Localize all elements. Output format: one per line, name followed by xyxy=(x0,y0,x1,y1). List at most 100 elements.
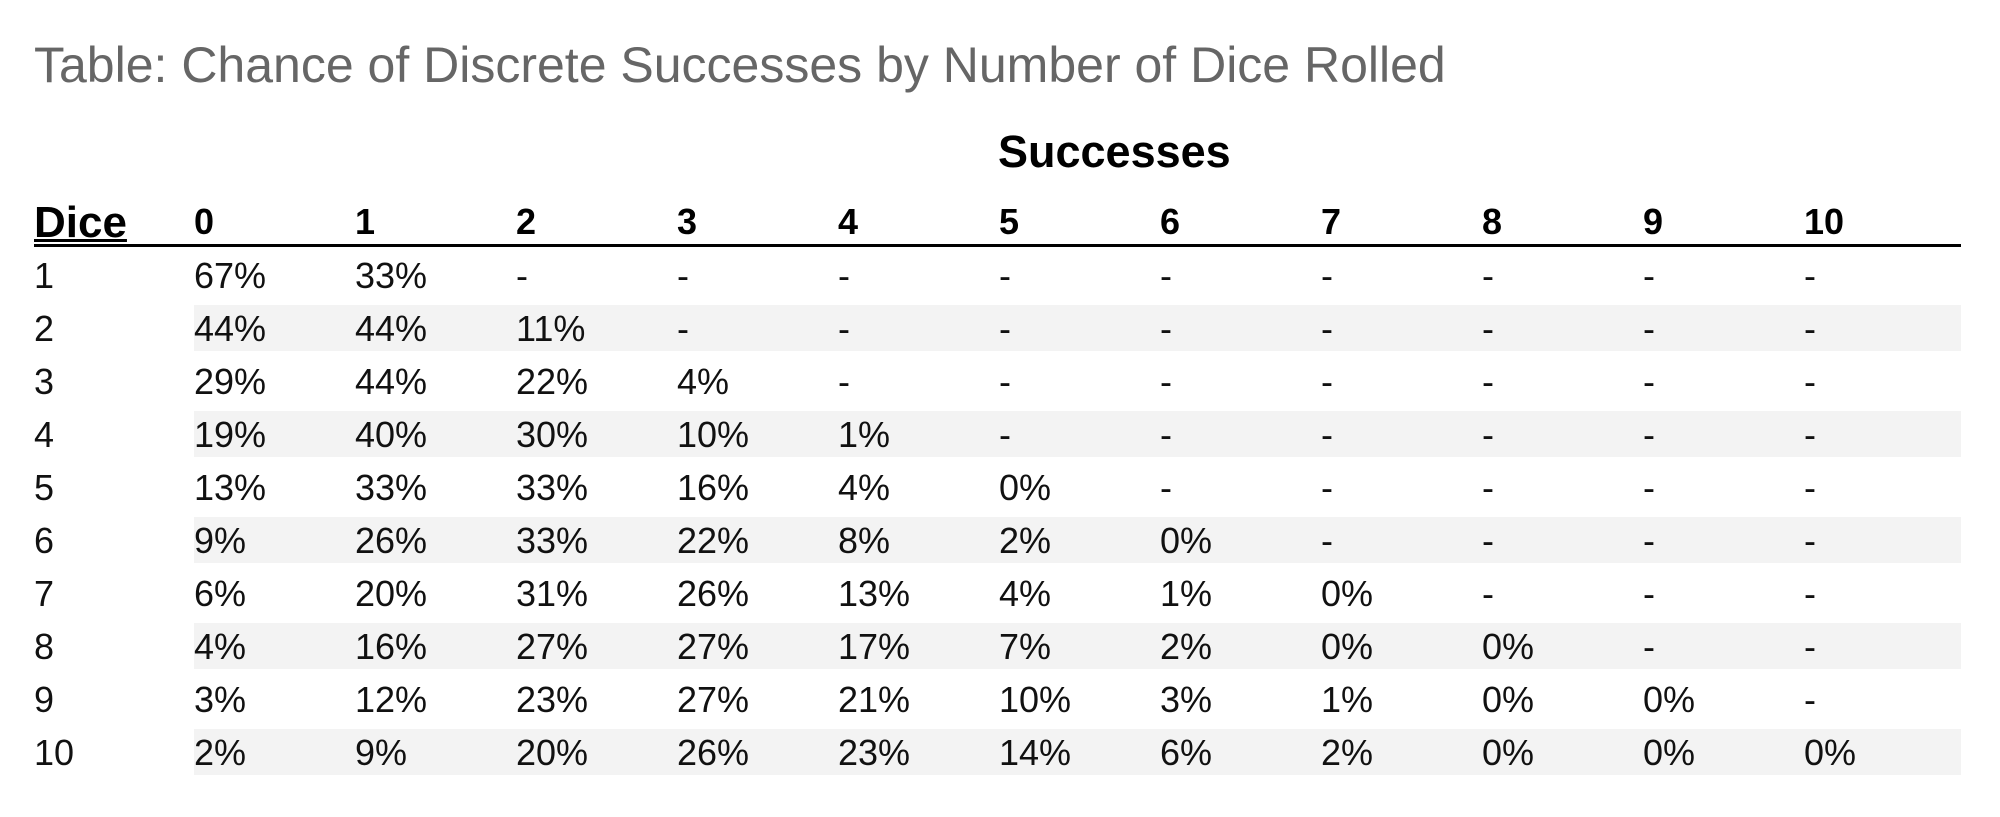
probability-cell: 20% xyxy=(355,573,428,614)
probability-cell: - xyxy=(1804,308,1816,349)
table-row: 1 67% 33% - - - - - - - - - xyxy=(34,252,1961,305)
table-row: 9 3% 12% 23% 27% 21% 10% 3% 1% 0% 0% - xyxy=(34,676,1961,729)
probability-cell: 44% xyxy=(355,361,428,402)
probability-cell: - xyxy=(1643,467,1655,508)
table-row: 4 19% 40% 30% 10% 1% - - - - - - xyxy=(34,411,1961,464)
probability-cell: - xyxy=(1804,467,1816,508)
probability-cell: 23% xyxy=(516,679,589,720)
probability-cell: 0% xyxy=(1482,679,1535,720)
probability-cell: 0% xyxy=(1643,732,1696,773)
probability-cell: 0% xyxy=(999,467,1052,508)
probability-cell: - xyxy=(999,308,1011,349)
probability-cell: 2% xyxy=(999,520,1052,561)
probability-cell: - xyxy=(1160,467,1172,508)
probability-cell: - xyxy=(1804,573,1816,614)
probability-cell: - xyxy=(1643,361,1655,402)
dice-count-cell: 1 xyxy=(34,255,55,296)
probability-cell: 12% xyxy=(355,679,428,720)
row-background xyxy=(194,464,1961,510)
probability-cell: 0% xyxy=(1804,732,1857,773)
probability-cell: 6% xyxy=(194,573,247,614)
probability-cell: - xyxy=(1804,255,1816,296)
probability-cell: - xyxy=(1321,361,1333,402)
probability-cell: 0% xyxy=(1321,626,1374,667)
probability-cell: 0% xyxy=(1482,626,1535,667)
probability-cell: - xyxy=(516,255,528,296)
dice-count-cell: 5 xyxy=(34,467,55,508)
probability-cell: 44% xyxy=(355,308,428,349)
probability-cell: 26% xyxy=(677,573,750,614)
probability-cell: 27% xyxy=(677,679,750,720)
probability-cell: 29% xyxy=(194,361,267,402)
table-row: 3 29% 44% 22% 4% - - - - - - - xyxy=(34,358,1961,411)
row-background xyxy=(194,252,1961,298)
probability-cell: - xyxy=(999,414,1011,455)
dice-count-cell: 7 xyxy=(34,573,55,614)
dice-count-cell: 3 xyxy=(34,361,55,402)
probability-cell: 44% xyxy=(194,308,267,349)
probability-cell: - xyxy=(999,255,1011,296)
row-background xyxy=(194,358,1961,404)
probability-cell: - xyxy=(1804,520,1816,561)
row-background xyxy=(194,570,1961,616)
probability-cell: - xyxy=(1482,308,1494,349)
probability-cell: - xyxy=(677,308,689,349)
probability-cell: - xyxy=(1160,255,1172,296)
probability-cell: 0% xyxy=(1482,732,1535,773)
probability-cell: 31% xyxy=(516,573,589,614)
probability-cell: - xyxy=(1160,414,1172,455)
table-row: 6 9% 26% 33% 22% 8% 2% 0% - - - - xyxy=(34,517,1961,570)
col-header-1: 1 xyxy=(355,201,376,242)
table-row: 8 4% 16% 27% 27% 17% 7% 2% 0% 0% - - xyxy=(34,623,1961,676)
probability-cell: 21% xyxy=(838,679,911,720)
row-background xyxy=(194,729,1961,775)
row-background xyxy=(194,305,1961,351)
col-header-4: 4 xyxy=(838,201,859,242)
probability-cell: - xyxy=(1643,520,1655,561)
probability-cell: - xyxy=(1321,414,1333,455)
probability-cell: - xyxy=(1482,414,1494,455)
row-background xyxy=(194,411,1961,457)
probability-cell: 19% xyxy=(194,414,267,455)
probability-cell: - xyxy=(1482,255,1494,296)
table-caption: Table: Chance of Discrete Successes by N… xyxy=(34,37,1446,93)
col-header-0: 0 xyxy=(194,201,215,242)
probability-cell: - xyxy=(1321,255,1333,296)
probability-cell: - xyxy=(1482,467,1494,508)
col-header-2: 2 xyxy=(516,201,537,242)
probability-cell: - xyxy=(1804,626,1816,667)
probability-cell: 4% xyxy=(194,626,247,667)
probability-cell: - xyxy=(1160,361,1172,402)
probability-cell: - xyxy=(1804,361,1816,402)
probability-cell: 9% xyxy=(355,732,408,773)
probability-cell: - xyxy=(1643,255,1655,296)
column-header-row: Dice 0 1 2 3 4 5 6 7 8 9 10 xyxy=(34,190,1961,247)
probability-cell: 10% xyxy=(999,679,1072,720)
probability-cell: 30% xyxy=(516,414,589,455)
probability-cell: 26% xyxy=(677,732,750,773)
successes-group-header: Successes xyxy=(998,126,1231,177)
dice-count-cell: 6 xyxy=(34,520,55,561)
table-row: 5 13% 33% 33% 16% 4% 0% - - - - - xyxy=(34,464,1961,517)
probability-cell: 20% xyxy=(516,732,589,773)
row-background xyxy=(194,517,1961,563)
col-header-9: 9 xyxy=(1643,201,1664,242)
probability-cell: 33% xyxy=(516,520,589,561)
probability-cell: - xyxy=(1482,520,1494,561)
probability-cell: - xyxy=(1321,308,1333,349)
probability-cell: 10% xyxy=(677,414,750,455)
dice-count-cell: 4 xyxy=(34,414,55,455)
probability-cell: 3% xyxy=(1160,679,1213,720)
probability-cell: 7% xyxy=(999,626,1052,667)
probability-cell: - xyxy=(1643,308,1655,349)
probability-cell: - xyxy=(999,361,1011,402)
probability-cell: 14% xyxy=(999,732,1072,773)
probability-cell: 33% xyxy=(355,255,428,296)
row-background xyxy=(194,623,1961,669)
probability-cell: 13% xyxy=(194,467,267,508)
probability-cell: 40% xyxy=(355,414,428,455)
col-header-5: 5 xyxy=(999,201,1020,242)
probability-cell: 6% xyxy=(1160,732,1213,773)
dice-count-cell: 2 xyxy=(34,308,55,349)
probability-cell: 33% xyxy=(516,467,589,508)
